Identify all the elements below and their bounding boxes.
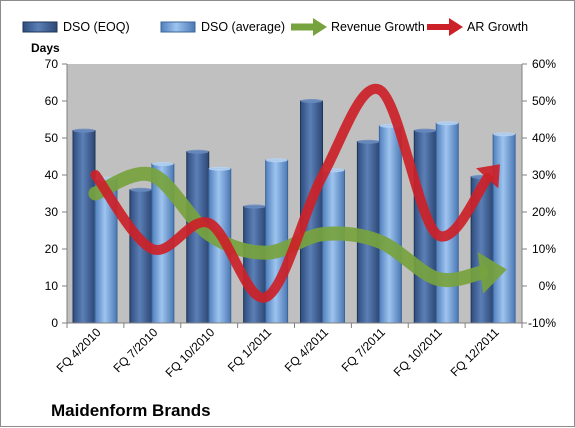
bar-dso-average-5 [378,125,402,324]
bar-cap-0-0 [73,128,95,133]
y2-tick-label: 40% [532,131,556,145]
revenue-growth-arrowhead [477,252,507,294]
bar-cap-1-6 [436,121,459,126]
bar-dso-eoq-0 [72,130,96,324]
y-tick-label: 60 [45,94,59,108]
legend-label-dso-eoq-: DSO (EOQ) [63,20,130,34]
bar-dso-average-4 [322,169,345,324]
y-tick-label: 70 [45,57,59,71]
legend-label-revenue-growth: Revenue Growth [331,20,425,34]
legend-swatch-dso-eoq- [22,21,58,33]
y2-tick-label: 0% [539,279,557,293]
y2-tick-label: 30% [532,168,556,182]
y-tick-label: 50 [45,131,59,145]
y-tick-label: 30 [45,205,59,219]
y-tick-label: 20 [45,242,59,256]
x-tick-label: FQ 10/2010 [163,325,218,380]
y2-tick-label: 10% [532,242,556,256]
bar-cap-0-4 [300,99,323,103]
y2-tick-label: -10% [528,316,556,330]
bar-dso-average-7 [492,133,516,324]
x-tick-label: FQ 7/2010 [110,325,160,375]
legend-arrow-ar-growth [449,18,463,36]
y-axis-label: Days [31,41,60,55]
x-tick-label: FQ 4/2011 [282,325,332,375]
bar-cap-1-1 [151,161,174,166]
revenue-growth-line [88,166,489,288]
y-tick-label: 10 [45,279,59,293]
bar-cap-1-3 [265,158,288,163]
y2-tick-label: 50% [532,94,556,108]
bar-cap-1-7 [493,132,516,137]
x-tick-label: FQ 1/2011 [225,325,275,375]
x-tick-label: FQ 4/2010 [54,325,104,375]
bar-cap-0-6 [414,128,437,133]
ar-growth-arrowhead [476,164,500,189]
bar-cap-1-2 [208,166,231,171]
bar-cap-0-5 [357,139,380,144]
y-tick-label: 0 [51,316,58,330]
ar-growth-line [90,83,493,303]
legend-swatch-dso-average- [160,21,196,33]
bar-cap-0-1 [129,187,152,192]
x-tick-label: FQ 10/2011 [391,325,445,379]
legend-label-dso-average-: DSO (average) [201,20,285,34]
bar-cap-0-3 [243,204,266,209]
company-name: Maidenform Brands [51,401,211,420]
y2-tick-label: 20% [532,205,556,219]
y-tick-label: 40 [45,168,59,182]
legend-label-ar-growth: AR Growth [467,20,528,34]
x-tick-label: FQ 7/2011 [339,325,389,375]
y2-tick-label: 60% [532,57,556,71]
x-tick-label: FQ 12/2011 [448,325,502,379]
bar-dso-eoq-1 [129,189,153,324]
bar-cap-0-2 [186,149,209,154]
bar-dso-eoq-3 [243,205,267,324]
legend-arrow-revenue-growth [313,18,327,36]
